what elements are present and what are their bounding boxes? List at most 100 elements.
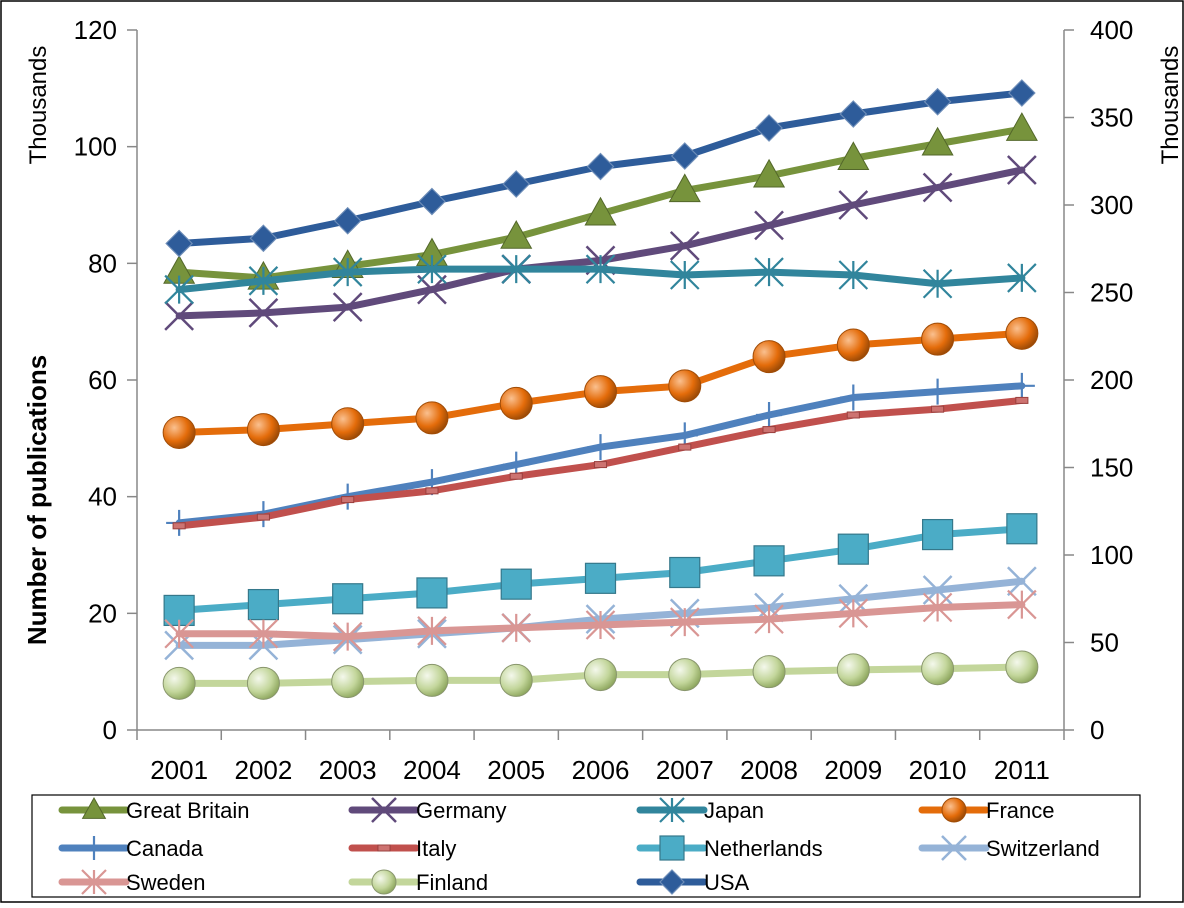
data-point: [162, 666, 196, 700]
data-point: [839, 100, 868, 128]
data-point: [922, 592, 953, 623]
data-point: [838, 260, 869, 290]
legend-item: Canada: [58, 836, 204, 861]
data-point: [1008, 372, 1035, 399]
data-point: [659, 797, 685, 823]
data-point: [499, 386, 533, 420]
data-point: [838, 583, 869, 614]
legend-label: France: [986, 798, 1054, 823]
legend-item: USA: [636, 869, 750, 895]
data-point: [756, 402, 783, 428]
y-units-label-right: Thousands: [1157, 46, 1184, 165]
legend-label: Sweden: [126, 870, 206, 895]
y-tick-label-right: 150: [1090, 453, 1133, 483]
y-tick-label-left: 20: [88, 598, 117, 628]
x-tick-label: 2010: [909, 755, 967, 785]
data-point: [332, 292, 363, 322]
data-point: [668, 173, 701, 203]
legend-item: Great Britain: [58, 796, 250, 823]
data-point: [247, 588, 280, 621]
data-point: [584, 658, 617, 692]
data-point: [1005, 316, 1039, 350]
data-point: [1005, 112, 1038, 141]
x-tick-label: 2001: [150, 755, 208, 785]
data-point: [415, 663, 449, 697]
data-point: [921, 126, 954, 156]
data-point: [415, 401, 449, 435]
data-point: [1015, 396, 1029, 404]
data-point: [922, 268, 953, 299]
data-point: [501, 254, 532, 284]
data-point: [755, 114, 783, 142]
data-point: [500, 220, 533, 249]
data-point: [836, 653, 870, 687]
data-point: [1008, 79, 1036, 107]
data-point: [1006, 566, 1037, 597]
data-point: [921, 652, 955, 686]
series-italy: [172, 396, 1029, 530]
data-point: [248, 266, 279, 296]
data-point: [425, 487, 439, 495]
x-tick-label: 2002: [234, 755, 292, 785]
x-tick-label: 2004: [403, 755, 461, 785]
y-tick-label-right: 300: [1090, 190, 1133, 220]
data-point: [81, 869, 107, 895]
data-point: [754, 604, 784, 634]
data-point: [417, 274, 447, 305]
legend-label: Finland: [416, 870, 488, 895]
data-point: [585, 610, 616, 640]
data-point: [499, 663, 533, 697]
data-point: [752, 655, 786, 689]
data-point: [921, 322, 955, 356]
data-point: [836, 328, 870, 362]
data-point: [248, 298, 279, 328]
data-point: [587, 434, 614, 461]
y-tick-label-right: 50: [1090, 628, 1119, 658]
data-point: [678, 443, 692, 451]
data-point: [754, 210, 784, 241]
axes: 0 20 40 60 80 100 120 0 50 100 150 200 250 300 350 400 2…: [74, 15, 1134, 785]
data-point: [584, 196, 617, 226]
data-point: [500, 568, 532, 600]
x-tick-label: 2009: [824, 755, 882, 785]
legend-label: Germany: [416, 798, 506, 823]
data-point: [256, 513, 270, 521]
legend-label: Italy: [416, 836, 456, 861]
data-point: [164, 618, 194, 649]
data-point: [752, 340, 786, 374]
legend-item: Japan: [636, 797, 764, 823]
y-tick-label-right: 350: [1090, 103, 1133, 133]
legend-label: Switzerland: [986, 836, 1100, 861]
y-tick-label-right: 250: [1090, 278, 1133, 308]
data-point: [164, 300, 195, 331]
data-point: [931, 405, 945, 413]
x-tick-label: 2007: [656, 755, 714, 785]
data-point: [333, 206, 362, 235]
data-point: [81, 796, 107, 819]
x-tick-label: 2006: [572, 755, 630, 785]
data-point: [371, 869, 397, 895]
legend-item: Italy: [348, 836, 456, 861]
data-point: [1006, 155, 1037, 185]
y-axis-title: Number of publications: [22, 355, 52, 645]
data-point: [668, 658, 702, 692]
data-point: [502, 170, 531, 198]
data-point: [332, 621, 363, 652]
data-point: [509, 472, 523, 480]
legend-item: Finland: [348, 869, 488, 895]
data-point: [172, 522, 186, 530]
y-tick-label-right: 200: [1090, 365, 1133, 395]
data-point: [838, 598, 869, 629]
data-point: [1005, 650, 1039, 684]
data-point: [164, 274, 194, 305]
x-tick-label: 2003: [319, 755, 377, 785]
data-point: [248, 618, 279, 649]
data-point: [923, 87, 952, 116]
data-point: [924, 378, 951, 405]
data-point: [846, 411, 860, 419]
y-tick-label-left: 100: [74, 132, 117, 162]
legend-item: Netherlands: [636, 835, 823, 861]
data-point: [752, 158, 786, 188]
y-tick-label-right: 400: [1090, 15, 1133, 45]
